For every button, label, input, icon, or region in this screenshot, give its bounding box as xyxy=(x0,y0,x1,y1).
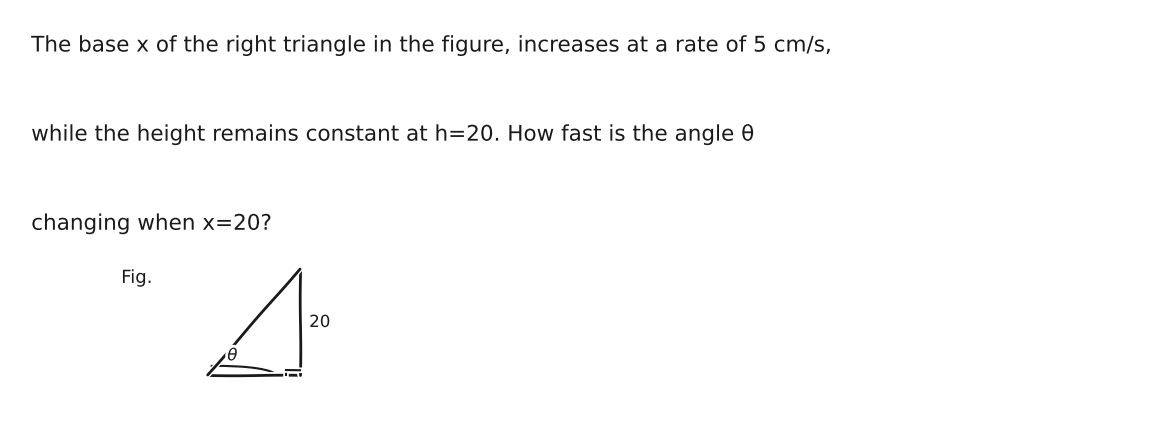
Text: Fig.: Fig. xyxy=(121,269,153,287)
Text: changing when x=20?: changing when x=20? xyxy=(31,214,271,234)
Text: while the height remains constant at h=20. How fast is the angle θ: while the height remains constant at h=2… xyxy=(31,125,755,145)
Text: The base x of the right triangle in the figure, increases at a rate of 5 cm/s,: The base x of the right triangle in the … xyxy=(31,36,833,55)
Text: 20: 20 xyxy=(309,313,331,331)
Text: θ: θ xyxy=(227,346,238,364)
